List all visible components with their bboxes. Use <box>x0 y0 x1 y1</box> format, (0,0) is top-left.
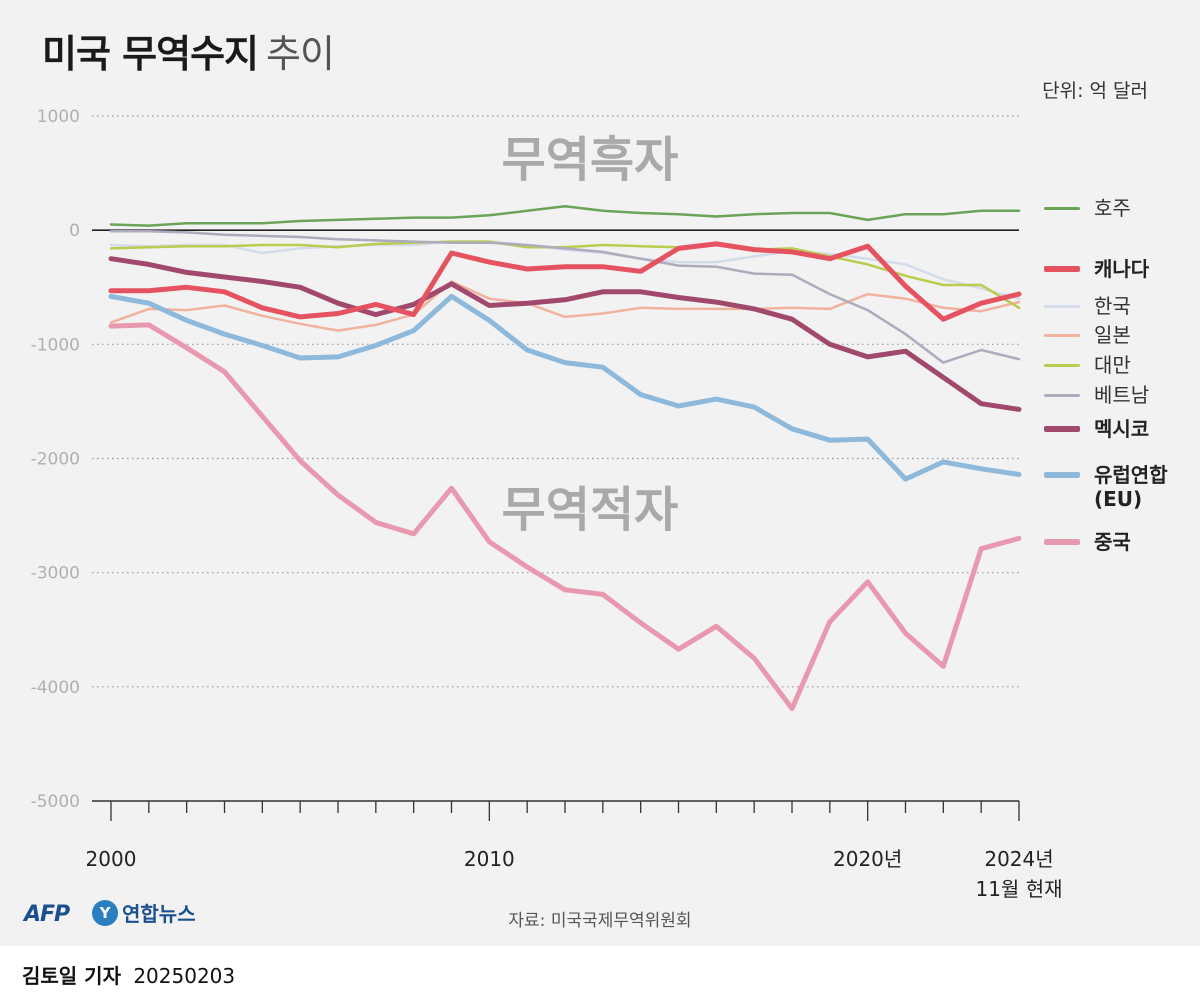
byline-date: 20250203 <box>133 964 236 988</box>
x-tick-label: 11월 현재 <box>975 877 1062 901</box>
legend-label: 유럽연합 (EU) <box>1094 463 1168 511</box>
y-tick-label: -4000 <box>31 678 80 698</box>
legend-label: 한국 <box>1094 294 1131 318</box>
series-line-vietnam <box>109 230 1021 364</box>
y-tick-label: 1000 <box>37 107 80 127</box>
yonhap-mark-icon: Y <box>92 899 118 926</box>
legend-label: 베트남 <box>1094 383 1150 407</box>
x-axis: 2000 2010 2020년 2024년 11월 현재 <box>86 800 1063 901</box>
series-line-mexico <box>108 256 1022 412</box>
legend-swatch <box>1044 472 1080 478</box>
title-sub: 추이 <box>266 32 335 76</box>
byline-name: 김토일 기자 <box>22 964 121 988</box>
y-tick-label: -5000 <box>31 792 80 812</box>
legend-item-australia: 호주 <box>1044 196 1131 220</box>
series-line-australia <box>109 204 1021 227</box>
byline: 김토일 기자 20250203 <box>22 960 235 989</box>
legend-item-vietnam: 베트남 <box>1044 383 1149 407</box>
legend-label: 멕시코 <box>1094 417 1150 441</box>
x-tick-label: 2020년 <box>833 847 902 871</box>
legend-swatch <box>1044 334 1080 337</box>
series-line-japan <box>109 280 1021 332</box>
y-tick-label: -2000 <box>31 450 80 470</box>
line-chart: 무역흑자 무역적자 1000 0 -1000 -2000 -3000 -4000 -5000… <box>31 107 1063 901</box>
legend-swatch <box>1044 207 1080 210</box>
legend-item-korea: 한국 <box>1044 294 1131 318</box>
zone-labels: 무역흑자 무역적자 <box>502 132 679 538</box>
afp-logo: AFP <box>24 902 70 927</box>
legend-label-line: (EU) <box>1094 487 1143 511</box>
x-tick-label: 2010 <box>464 847 515 871</box>
legend-swatch <box>1044 364 1080 367</box>
series-line-china <box>108 322 1022 711</box>
legend-item-taiwan: 대만 <box>1044 353 1131 377</box>
y-tick-labels: 1000 0 -1000 -2000 -3000 -4000 -5000 <box>31 107 80 812</box>
page-title: 미국 무역수지 추이 <box>42 30 335 78</box>
title-main: 미국 무역수지 <box>42 32 259 76</box>
unit-label: 단위: 억 달러 <box>1042 80 1148 102</box>
x-tick-label: 2024년 <box>984 847 1053 871</box>
legend-label-line: 유럽연합 <box>1094 463 1168 487</box>
legend-label: 일본 <box>1094 323 1131 347</box>
legend-label: 캐나다 <box>1094 257 1150 281</box>
legend-swatch <box>1044 266 1080 272</box>
legend-swatch <box>1044 426 1080 432</box>
legend-item-china: 중국 <box>1044 530 1131 554</box>
deficit-zone-label: 무역적자 <box>502 482 679 538</box>
series-line-canada <box>108 241 1022 322</box>
y-tick-label: -3000 <box>31 564 80 584</box>
surplus-zone-label: 무역흑자 <box>502 132 679 188</box>
yonhap-logo-text: 연합뉴스 <box>122 902 196 926</box>
series-line-eu <box>108 293 1022 482</box>
legend-label: 중국 <box>1094 530 1131 554</box>
legend-item-mexico: 멕시코 <box>1044 417 1149 441</box>
y-tick-label: 0 <box>69 221 80 241</box>
yonhap-logo: Y 연합뉴스 <box>92 898 196 927</box>
legend-label: 호주 <box>1094 196 1131 220</box>
legend-swatch <box>1044 394 1080 397</box>
source-note: 자료: 미국국제무역위원회 <box>508 911 692 931</box>
series-lines <box>108 204 1022 711</box>
legend-item-japan: 일본 <box>1044 323 1131 347</box>
y-tick-label: -1000 <box>31 335 80 355</box>
x-tick-label: 2000 <box>86 847 137 871</box>
legend-item-canada: 캐나다 <box>1044 257 1149 281</box>
grid-lines <box>92 115 1019 802</box>
legend-item-eu: 유럽연합 (EU) <box>1044 463 1168 511</box>
legend-swatch <box>1044 305 1080 308</box>
legend-label: 대만 <box>1094 353 1131 377</box>
legend-swatch <box>1044 539 1080 545</box>
